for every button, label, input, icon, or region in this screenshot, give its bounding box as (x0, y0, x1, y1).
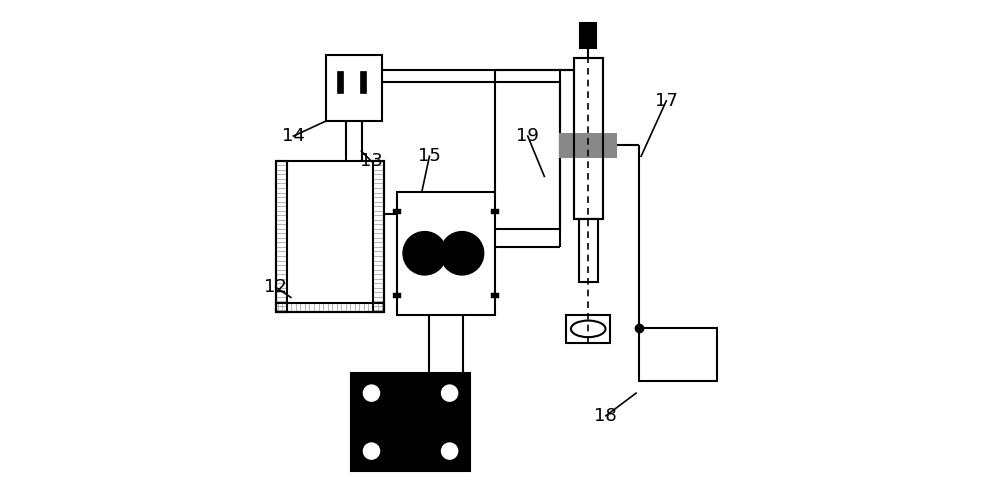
Bar (337, 71, 343, 93)
Text: 17: 17 (655, 92, 678, 110)
Text: 13: 13 (360, 152, 383, 170)
Bar (373, 161, 384, 312)
Bar (574, 58, 603, 219)
Circle shape (363, 443, 380, 459)
Bar (326, 55, 382, 121)
Bar (287, 161, 373, 303)
Bar (397, 192, 495, 315)
Bar (639, 328, 717, 381)
Text: 14: 14 (282, 127, 305, 145)
Text: 18: 18 (594, 407, 617, 425)
Text: 19: 19 (516, 127, 539, 145)
Bar (566, 315, 610, 343)
Bar (276, 161, 287, 312)
Bar (580, 23, 596, 48)
Bar (393, 209, 401, 214)
Bar (351, 373, 470, 471)
Text: 16: 16 (388, 422, 411, 440)
Bar (360, 71, 366, 93)
Circle shape (442, 385, 458, 401)
Bar (393, 293, 401, 298)
Circle shape (440, 231, 484, 275)
Text: 12: 12 (264, 278, 287, 296)
Circle shape (442, 443, 458, 459)
Text: 15: 15 (418, 147, 441, 165)
Circle shape (363, 385, 380, 401)
Bar (574, 58, 603, 219)
Bar (491, 293, 499, 298)
Bar (276, 303, 384, 312)
Bar (276, 161, 384, 312)
Bar (559, 133, 617, 158)
Ellipse shape (571, 321, 605, 337)
Bar (491, 209, 499, 214)
Circle shape (403, 231, 446, 275)
Bar (579, 219, 598, 282)
